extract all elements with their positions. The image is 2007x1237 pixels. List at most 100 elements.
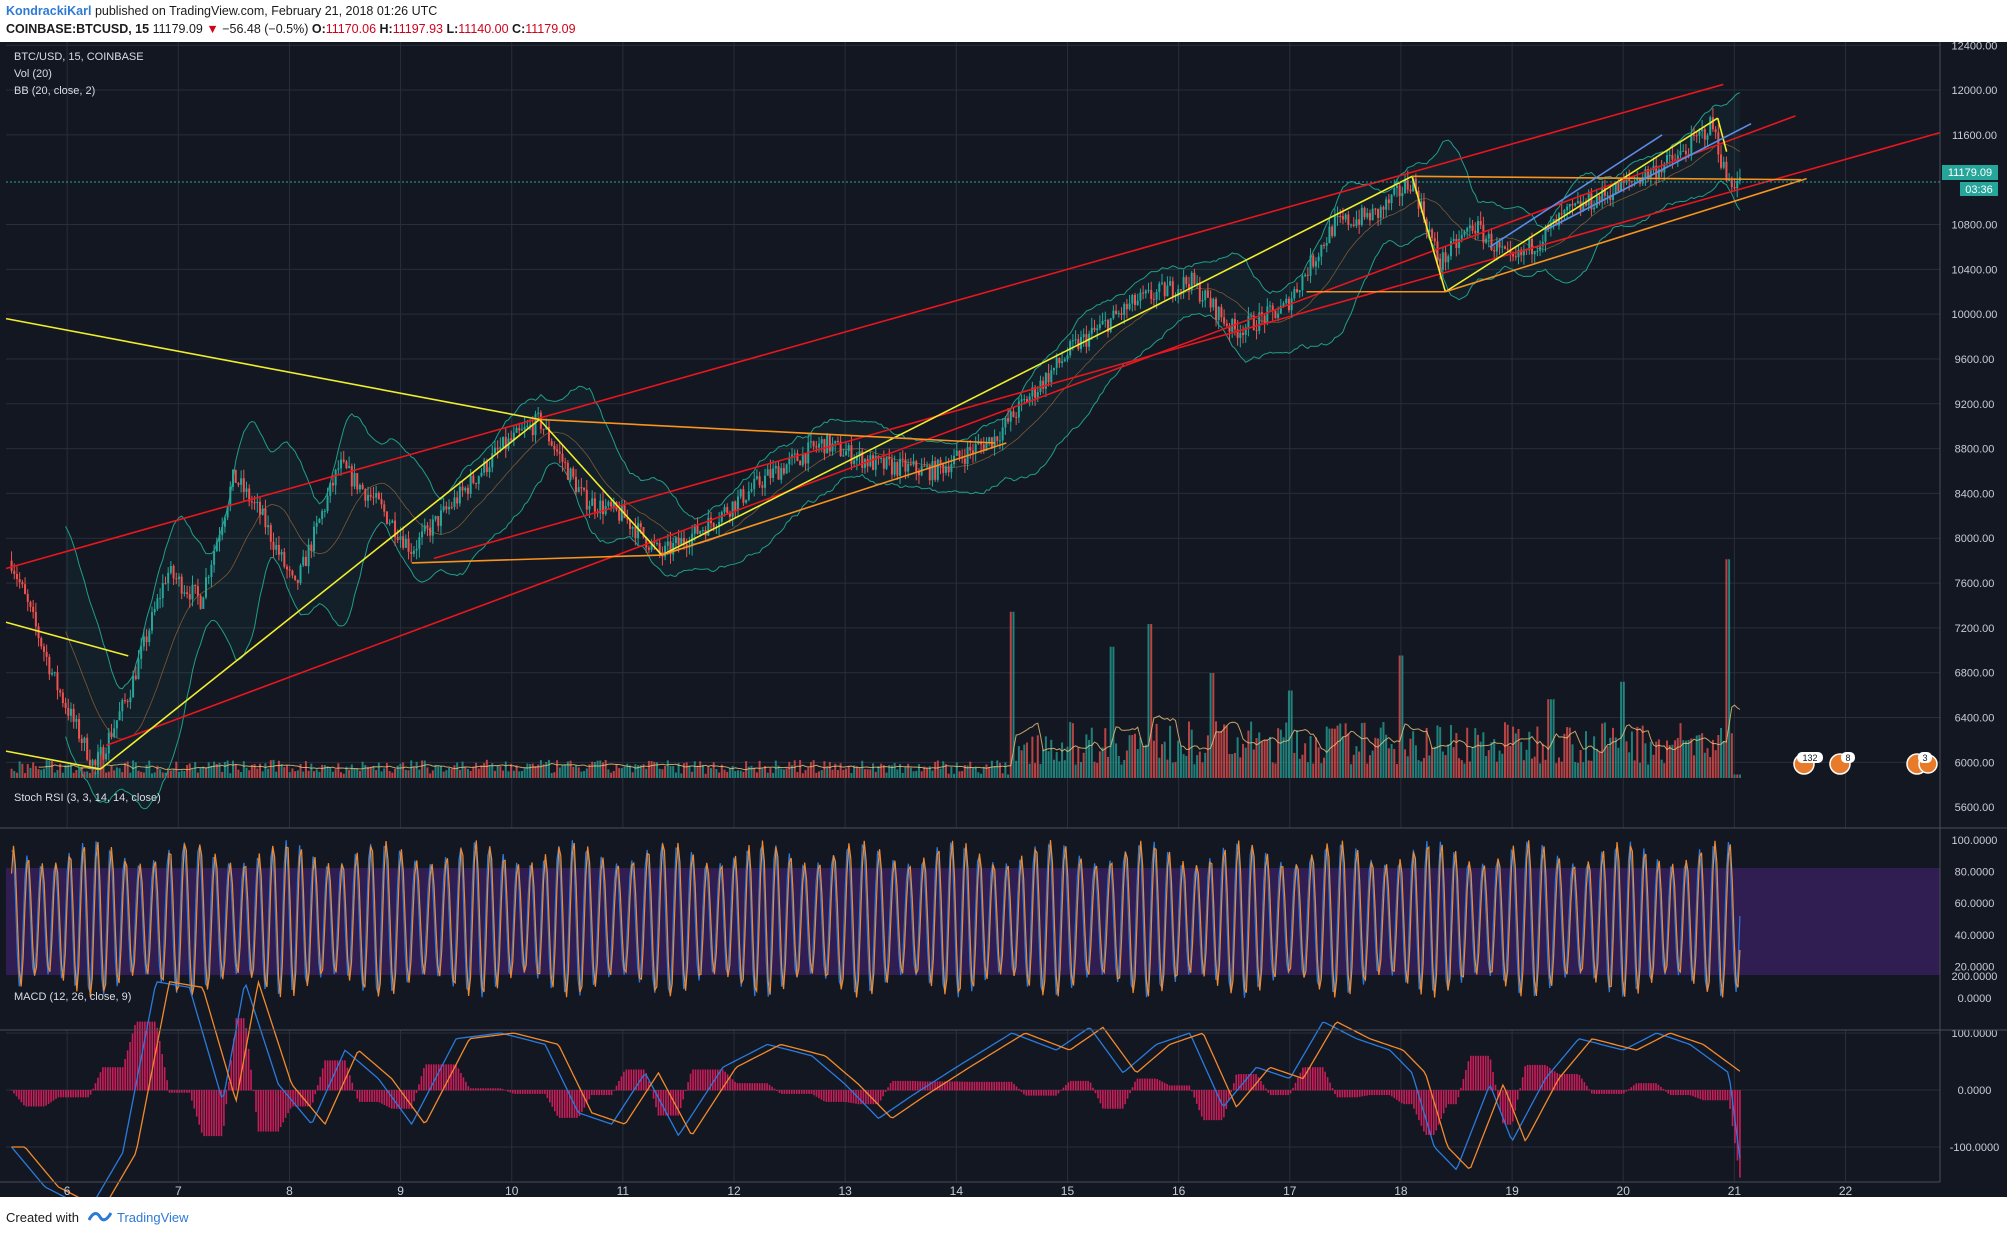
candle-body[interactable]	[550, 441, 553, 446]
candle-body[interactable]	[1247, 315, 1250, 328]
volume-bar[interactable]	[944, 764, 947, 778]
candle-body[interactable]	[1514, 256, 1517, 258]
volume-bar[interactable]	[51, 760, 54, 778]
candle-body[interactable]	[240, 478, 243, 485]
candle-body[interactable]	[1574, 203, 1577, 206]
candle-body[interactable]	[734, 501, 737, 511]
volume-bar[interactable]	[242, 761, 245, 778]
candle-body[interactable]	[1395, 185, 1398, 188]
trendline[interactable]	[1716, 117, 1728, 152]
volume-bar[interactable]	[577, 767, 580, 778]
candle-body[interactable]	[1050, 370, 1053, 383]
volume-bar[interactable]	[67, 764, 70, 778]
volume-bar[interactable]	[553, 772, 556, 778]
volume-bar[interactable]	[1144, 744, 1147, 778]
candle-body[interactable]	[1452, 238, 1455, 241]
volume-bar[interactable]	[148, 760, 151, 778]
candle-body[interactable]	[348, 466, 351, 469]
volume-bar[interactable]	[1466, 727, 1469, 778]
volume-bar[interactable]	[1217, 732, 1220, 778]
candle-body[interactable]	[269, 525, 272, 542]
bb-lower[interactable]	[65, 180, 1741, 810]
volume-bar[interactable]	[245, 767, 248, 778]
candle-body[interactable]	[472, 475, 475, 484]
candle-body[interactable]	[712, 523, 715, 528]
volume-bar[interactable]	[764, 765, 767, 778]
volume-bar[interactable]	[1355, 746, 1358, 778]
volume-bar[interactable]	[29, 767, 32, 778]
volume-bar[interactable]	[1239, 757, 1242, 778]
volume-bar[interactable]	[1387, 748, 1390, 778]
volume-bar[interactable]	[1614, 737, 1617, 778]
candle-body[interactable]	[1163, 282, 1166, 297]
volume-bar[interactable]	[785, 768, 788, 778]
candle-body[interactable]	[553, 445, 556, 450]
volume-bar[interactable]	[1433, 746, 1436, 778]
candle-body[interactable]	[145, 636, 148, 643]
candle-body[interactable]	[1101, 320, 1104, 325]
volume-bar[interactable]	[523, 767, 526, 778]
volume-bar[interactable]	[1482, 732, 1485, 778]
volume-bar[interactable]	[464, 766, 467, 778]
candle-body[interactable]	[32, 606, 35, 613]
candle-body[interactable]	[404, 538, 407, 548]
volume-bar[interactable]	[942, 761, 945, 778]
macd-indicator[interactable]	[10, 979, 1741, 1197]
volume-bar[interactable]	[1328, 728, 1331, 778]
candle-body[interactable]	[1528, 238, 1531, 251]
volume-bar[interactable]	[477, 768, 480, 778]
volume-bar[interactable]	[1663, 763, 1666, 778]
volume-bar[interactable]	[915, 770, 918, 778]
volume-bar[interactable]	[1125, 750, 1128, 778]
volume-bar[interactable]	[834, 763, 837, 778]
candle-body[interactable]	[464, 487, 467, 491]
volume-bar[interactable]	[896, 769, 899, 778]
volume-bar[interactable]	[612, 770, 615, 778]
volume-bar[interactable]	[1150, 624, 1153, 778]
candle-body[interactable]	[1666, 155, 1669, 164]
candle-body[interactable]	[1428, 229, 1431, 233]
volume-bar[interactable]	[18, 761, 21, 778]
candle-body[interactable]	[1155, 291, 1158, 300]
volume-bar[interactable]	[1676, 737, 1679, 778]
volume-bar[interactable]	[223, 761, 226, 778]
candle-body[interactable]	[123, 700, 126, 702]
candle-body[interactable]	[1147, 289, 1150, 291]
volume-bar[interactable]	[1223, 724, 1226, 778]
volume-bar[interactable]	[639, 765, 642, 778]
volume-bar[interactable]	[1320, 763, 1323, 778]
volume-bar[interactable]	[302, 771, 305, 778]
volume-bar[interactable]	[542, 764, 545, 778]
candle-body[interactable]	[421, 531, 424, 538]
volume-bar[interactable]	[1015, 760, 1018, 778]
volume-bar[interactable]	[710, 768, 713, 778]
volume-bar[interactable]	[599, 760, 602, 778]
volume-bar[interactable]	[326, 766, 329, 778]
volume-bar[interactable]	[483, 763, 486, 778]
candle-body[interactable]	[926, 465, 929, 467]
candle-body[interactable]	[115, 720, 118, 729]
volume-bar[interactable]	[1347, 733, 1350, 778]
candle-body[interactable]	[1679, 150, 1682, 156]
volume-bar[interactable]	[218, 762, 221, 778]
candle-body[interactable]	[407, 538, 410, 552]
volume-bar[interactable]	[653, 761, 656, 778]
volume-bar[interactable]	[685, 762, 688, 778]
volume-bar[interactable]	[1655, 741, 1658, 778]
candle-body[interactable]	[402, 536, 405, 548]
candle-body[interactable]	[296, 579, 299, 583]
volume-bar[interactable]	[1201, 762, 1204, 778]
candle-body[interactable]	[793, 453, 796, 455]
candle-body[interactable]	[1355, 219, 1358, 226]
candle-body[interactable]	[94, 760, 97, 766]
candle-body[interactable]	[1036, 391, 1039, 398]
candle-body[interactable]	[1495, 242, 1498, 252]
volume-bar[interactable]	[342, 773, 345, 778]
volume-bar[interactable]	[1555, 763, 1558, 778]
candle-body[interactable]	[782, 467, 785, 474]
event-badges[interactable]: 132 8 3	[1793, 752, 1938, 775]
volume-bar[interactable]	[475, 762, 478, 778]
candle-body[interactable]	[1641, 178, 1644, 184]
volume-bar[interactable]	[791, 765, 794, 778]
candle-body[interactable]	[418, 537, 421, 549]
